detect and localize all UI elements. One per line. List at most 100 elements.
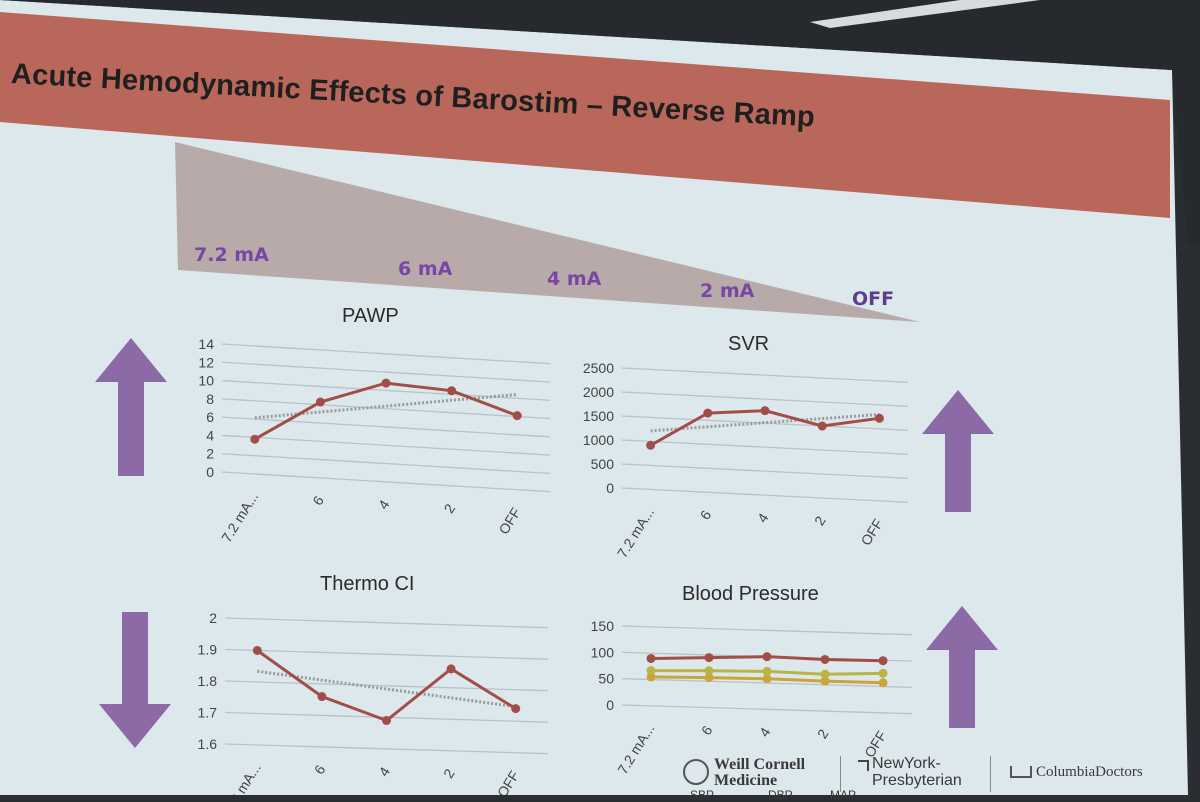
data-point [762,674,772,684]
data-point [381,378,391,388]
nyp-logo-line1: NewYork- [872,755,941,772]
gridline [621,391,909,407]
bp-up-arrow-icon [926,606,998,728]
y-tick-label: 2 [206,446,214,462]
data-point [874,413,884,423]
ci-chart: 21.91.81.71.67.2 mA... 6 4 2 OFF [198,610,549,795]
gridline [221,416,551,438]
y-tick-label: 0 [606,697,614,713]
gridline [621,415,909,431]
data-point [447,386,457,396]
data-point [704,673,714,683]
y-tick-label: 2500 [583,360,614,376]
gridline [221,434,551,456]
data-point [446,664,456,674]
weill-cornell-seal-icon [683,759,709,785]
data-point [646,672,656,682]
data-point [252,645,262,655]
svr-chart-title: SVR [728,333,770,355]
y-tick-label: 1500 [583,408,614,424]
gridline [224,680,549,692]
y-tick-label: 1.6 [198,736,218,752]
gridline [621,463,909,479]
y-tick-label: 0 [206,464,214,480]
data-point [817,421,827,431]
y-tick-label: 1.9 [198,642,218,658]
data-point [820,676,830,686]
y-tick-label: 1000 [583,432,614,448]
y-tick-label: 2000 [583,384,614,400]
ramp-label-2-ma: 2 mA [700,280,755,302]
gridline [621,439,909,455]
ramp-label-6-ma: 6 mA [398,258,453,280]
data-point [820,669,830,679]
data-point [760,406,770,416]
data-point [762,666,772,676]
gridline [221,343,551,365]
gridline [621,487,909,503]
gridline [621,704,913,715]
footer-logos: Weill Cornell Medicine NewYork- Presbyte… [680,752,1200,802]
data-point [382,715,391,725]
gridline [621,367,909,383]
gridline [224,648,549,660]
data-point [646,440,656,450]
y-tick-label: 150 [591,618,615,634]
data-point [317,692,327,702]
y-tick-label: 4 [206,427,214,443]
logo-divider [990,756,991,792]
nyp-logo-mark-icon [858,760,869,771]
data-point [512,411,522,421]
pawp-chart-title: PAWP [342,305,399,327]
y-tick-label: 14 [198,336,214,352]
data-point [878,678,888,688]
data-point [704,666,714,676]
gridline [221,398,551,420]
gridline [621,625,913,636]
weill-cornell-logo-line2: Medicine [714,772,778,789]
y-tick-label: 50 [598,671,614,687]
data-point [250,434,260,444]
legend-map-partial: MAP [830,788,857,802]
legend-sbp-partial: SBP [690,788,715,802]
data-point [511,704,521,714]
svr-up-arrow-icon [922,390,994,512]
gridline [221,453,551,475]
y-tick-label: 1.7 [198,705,218,721]
ramp-label-7-2-ma: 7.2 mA [194,244,269,266]
ci-down-arrow-icon [99,612,171,748]
data-point [704,653,714,663]
legend-dbp-partial: DBP [768,788,793,802]
trendline [257,669,516,709]
y-tick-label: 0 [606,480,614,496]
columbia-doctors-logo: ColumbiaDoctors [1036,764,1143,780]
y-tick-label: 6 [206,409,214,425]
nyp-logo-line2: Presbyterian [872,772,962,789]
ci-chart-title: Thermo CI [320,573,415,595]
weill-cornell-logo-line1: Weill Cornell [714,756,806,773]
y-tick-label: 500 [591,456,615,472]
y-tick-label: 2 [209,610,217,626]
gridline [221,471,551,493]
data-point [646,666,656,676]
gridline [224,743,549,755]
data-point [646,653,656,663]
gridline [224,617,549,629]
y-tick-label: 100 [591,644,615,660]
y-tick-label: 1.8 [198,673,218,689]
data-point [703,408,713,418]
y-tick-label: 12 [198,354,214,370]
pawp-up-arrow-icon [95,338,167,476]
data-point [762,652,772,662]
columbia-crown-icon [1010,766,1032,778]
data-point [820,654,830,664]
y-tick-label: 8 [206,391,214,407]
data-point [878,668,888,678]
ramp-label-off: OFF [852,288,895,310]
ramp-label-4-ma: 4 mA [547,268,602,290]
data-point [878,656,888,666]
logo-divider [840,756,841,792]
bp-chart-title: Blood Pressure [682,583,819,605]
gridline [221,361,551,383]
y-tick-label: 10 [198,373,214,389]
